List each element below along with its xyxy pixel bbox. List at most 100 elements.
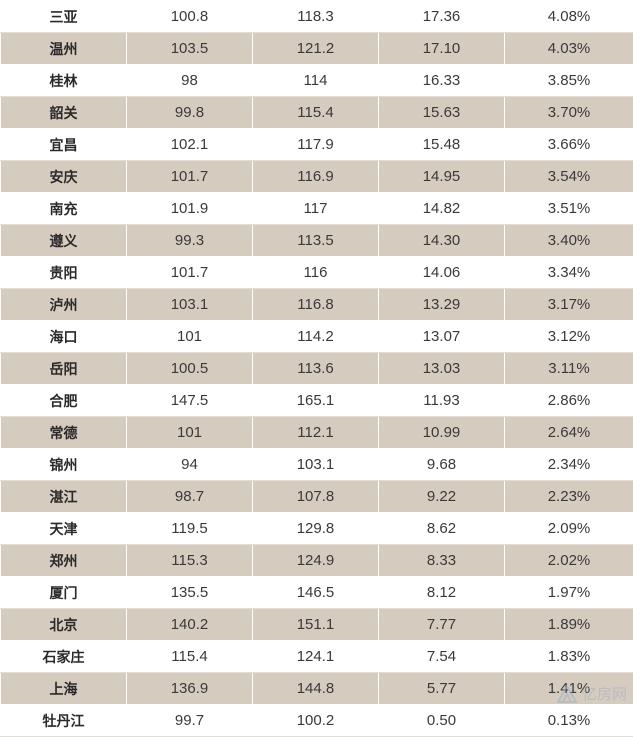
cell-percent: 3.70% — [505, 97, 633, 129]
cell-value-c: 15.63 — [379, 97, 505, 129]
cell-value-b: 165.1 — [253, 385, 379, 417]
cell-value-c: 5.77 — [379, 673, 505, 705]
cell-value-a: 140.2 — [127, 609, 253, 641]
cell-value-c: 8.62 — [379, 513, 505, 545]
cell-city: 牡丹江 — [1, 705, 127, 737]
cell-value-b: 151.1 — [253, 609, 379, 641]
cell-city: 锦州 — [1, 449, 127, 481]
cell-value-b: 146.5 — [253, 577, 379, 609]
cell-city: 北京 — [1, 609, 127, 641]
cell-city: 南充 — [1, 193, 127, 225]
cell-value-b: 116.8 — [253, 289, 379, 321]
cell-value-a: 115.4 — [127, 641, 253, 673]
cell-percent: 3.40% — [505, 225, 633, 257]
cell-value-c: 7.54 — [379, 641, 505, 673]
cell-value-b: 121.2 — [253, 33, 379, 65]
cell-value-b: 129.8 — [253, 513, 379, 545]
cell-value-c: 14.82 — [379, 193, 505, 225]
watermark-text: 亿房网 — [582, 683, 627, 704]
cell-value-b: 112.1 — [253, 417, 379, 449]
cell-value-a: 100.8 — [127, 1, 253, 33]
cell-city: 桂林 — [1, 65, 127, 97]
cell-value-a: 103.5 — [127, 33, 253, 65]
cell-value-c: 9.22 — [379, 481, 505, 513]
cell-value-a: 101.7 — [127, 161, 253, 193]
cell-city: 海口 — [1, 321, 127, 353]
cell-percent: 2.86% — [505, 385, 633, 417]
cell-value-a: 115.3 — [127, 545, 253, 577]
cell-value-b: 124.1 — [253, 641, 379, 673]
cell-value-a: 99.3 — [127, 225, 253, 257]
cell-value-a: 94 — [127, 449, 253, 481]
cell-value-b: 103.1 — [253, 449, 379, 481]
cell-percent: 4.08% — [505, 1, 633, 33]
cell-city: 贵阳 — [1, 257, 127, 289]
cell-percent: 3.85% — [505, 65, 633, 97]
cell-city: 合肥 — [1, 385, 127, 417]
cell-value-a: 136.9 — [127, 673, 253, 705]
cell-value-c: 14.06 — [379, 257, 505, 289]
cell-percent: 2.02% — [505, 545, 633, 577]
cell-value-a: 98 — [127, 65, 253, 97]
cell-city: 湛江 — [1, 481, 127, 513]
cell-value-c: 9.68 — [379, 449, 505, 481]
cell-percent: 3.66% — [505, 129, 633, 161]
cell-value-b: 116.9 — [253, 161, 379, 193]
cell-percent: 3.12% — [505, 321, 633, 353]
cell-percent: 1.83% — [505, 641, 633, 673]
cell-city: 石家庄 — [1, 641, 127, 673]
cell-value-a: 101 — [127, 321, 253, 353]
cell-value-a: 147.5 — [127, 385, 253, 417]
cell-value-a: 98.7 — [127, 481, 253, 513]
cell-value-a: 119.5 — [127, 513, 253, 545]
cell-value-a: 101.7 — [127, 257, 253, 289]
cell-city: 温州 — [1, 33, 127, 65]
cell-city: 厦门 — [1, 577, 127, 609]
cell-value-c: 16.33 — [379, 65, 505, 97]
cell-percent: 3.11% — [505, 353, 633, 385]
cell-city: 韶关 — [1, 97, 127, 129]
cell-percent: 1.89% — [505, 609, 633, 641]
cell-city: 天津 — [1, 513, 127, 545]
cell-value-b: 118.3 — [253, 1, 379, 33]
cell-value-a: 135.5 — [127, 577, 253, 609]
cell-value-a: 100.5 — [127, 353, 253, 385]
cell-percent: 3.54% — [505, 161, 633, 193]
cell-value-b: 114 — [253, 65, 379, 97]
cell-value-c: 0.50 — [379, 705, 505, 737]
cell-value-b: 114.2 — [253, 321, 379, 353]
cell-city: 泸州 — [1, 289, 127, 321]
watermark: 亿房网 — [556, 683, 627, 704]
cell-city: 常德 — [1, 417, 127, 449]
cell-value-b: 115.4 — [253, 97, 379, 129]
cell-percent: 2.23% — [505, 481, 633, 513]
cell-city: 三亚 — [1, 1, 127, 33]
cell-city: 遵义 — [1, 225, 127, 257]
cell-value-a: 103.1 — [127, 289, 253, 321]
cell-value-b: 113.5 — [253, 225, 379, 257]
cell-value-b: 113.6 — [253, 353, 379, 385]
cell-percent: 3.51% — [505, 193, 633, 225]
cell-value-a: 101.9 — [127, 193, 253, 225]
cell-value-a: 102.1 — [127, 129, 253, 161]
cell-value-c: 14.95 — [379, 161, 505, 193]
cell-percent: 3.34% — [505, 257, 633, 289]
cell-value-b: 144.8 — [253, 673, 379, 705]
